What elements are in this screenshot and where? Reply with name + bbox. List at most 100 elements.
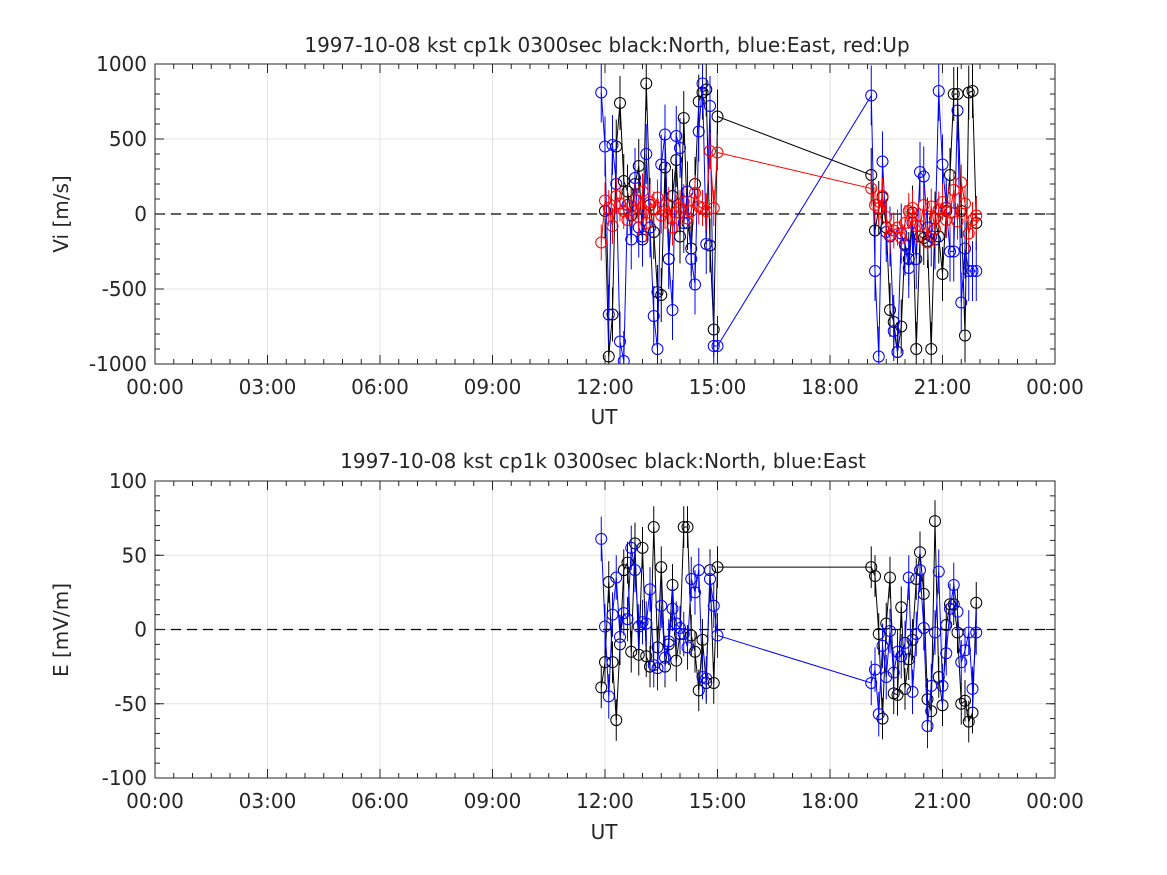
efield-x-tick-label: 06:00 (351, 789, 409, 813)
velocity-series-east-point (636, 230, 649, 243)
velocity-x-tick-label: 03:00 (239, 375, 297, 399)
efield-series-east-point (914, 564, 926, 577)
efield-series-east-point (944, 602, 956, 615)
velocity-series-up-point (932, 203, 945, 216)
velocity-x-tick-label: 09:00 (464, 375, 522, 399)
efield-series-east-point (610, 571, 623, 584)
velocity-series-up-point (681, 212, 694, 225)
velocity-series-up-point (880, 211, 893, 223)
velocity-series-up-point (599, 194, 611, 207)
velocity-x-tick-label: 00:00 (1026, 375, 1084, 399)
efield-series-east-point (651, 662, 664, 675)
efield-series-north-point (929, 515, 941, 528)
velocity-series-east-point (704, 100, 716, 112)
efield-series-east-point (970, 626, 983, 639)
efield-series-north-point (869, 570, 881, 583)
efield-series-east-point (921, 720, 934, 733)
efield-series-east-point (602, 690, 615, 703)
velocity-series-up-point (929, 223, 941, 235)
velocity-x-tick-label: 15:00 (689, 375, 747, 399)
velocity-series-east-point (670, 130, 683, 142)
efield-series-north-point (970, 596, 983, 609)
efield-series-east-point (662, 635, 675, 648)
velocity-series-east-point (872, 350, 885, 363)
velocity-series-up-point (689, 187, 701, 199)
velocity-series-east-point (932, 85, 945, 97)
velocity-x-tick-label: 06:00 (351, 375, 409, 399)
efield-series-east-point (640, 617, 653, 630)
velocity-series-east-point (891, 346, 904, 358)
velocity-series-up-point (921, 236, 934, 249)
velocity-series-north-point (632, 160, 645, 172)
velocity-series-up-point (925, 200, 938, 213)
efield-series-east-point (670, 617, 683, 630)
efield-series-north-point (655, 561, 668, 574)
efield-series-north-point (681, 521, 694, 534)
velocity-series-up-point (674, 202, 686, 214)
electric-field-panel: 1997-10-08 kst cp1k 0300sec black:North,… (49, 449, 1084, 844)
efield-series-east-point (891, 645, 904, 658)
efield-series-north-point (647, 521, 660, 534)
velocity-series-north-point (947, 88, 960, 100)
efield-y-tick-label: 0 (134, 618, 147, 642)
velocity-series-up-point (895, 232, 908, 244)
efield-series-east-point (966, 682, 979, 695)
velocity-series-east-point (865, 89, 878, 102)
efield-series-east-point (617, 607, 630, 620)
efield-series-east-point (707, 599, 720, 612)
velocity-series-east-point (707, 340, 720, 352)
velocity-series-up-point (944, 206, 956, 219)
velocity-series-east-point (944, 245, 956, 258)
efield-series-east-point (936, 679, 949, 692)
efield-series-east-point (929, 626, 941, 639)
velocity-series-up-point (891, 221, 904, 234)
velocity-series-up-point (651, 191, 664, 204)
efield-series-north-point (625, 645, 638, 658)
velocity-series-east-point (640, 148, 653, 160)
velocity-series-up-point (962, 227, 975, 240)
velocity-series-east-point (925, 230, 938, 243)
efield-series-east-point (681, 641, 694, 654)
velocity-series-up-point (936, 196, 949, 208)
velocity-series-up-point (606, 220, 619, 232)
efield-series-north-point (677, 521, 690, 534)
velocity-series-east-point (902, 262, 915, 274)
efield-series-east-point (689, 586, 701, 599)
velocity-series-north-point (640, 77, 653, 90)
velocity-series-east-point (625, 233, 638, 246)
efield-series-east-point (625, 541, 638, 554)
velocity-series-up-point (906, 202, 919, 214)
velocity-series-east-point (966, 265, 979, 277)
velocity-series-north-point (614, 97, 626, 109)
velocity-series-north-point (925, 343, 938, 355)
efield-series-east-point (940, 647, 953, 660)
efield-series-east-point (902, 571, 915, 584)
efield-series-north-point (876, 712, 889, 725)
velocity-series-up-point (884, 229, 896, 241)
velocity-series-east-point (689, 278, 701, 291)
efield-y-tick-label: 50 (122, 543, 147, 567)
velocity-series-north-point (651, 286, 664, 298)
efield-series-east-point (955, 656, 968, 669)
velocity-y-tick-label: 0 (134, 202, 147, 226)
velocity-series-east-point (700, 238, 713, 250)
velocity-series-up-point (666, 221, 679, 234)
efield-x-tick-label: 12:00 (576, 789, 634, 813)
velocity-series-up-point (625, 200, 638, 213)
velocity-series-east-point (644, 221, 656, 234)
velocity-x-tick-label: 12:00 (576, 375, 634, 399)
efield-series-east-point (869, 663, 881, 676)
efield-series-east-point (932, 565, 945, 578)
efield-series-north-point (880, 617, 893, 630)
efield-series-north-point (670, 654, 683, 667)
velocity-series-up-point (700, 205, 713, 217)
velocity-series-up-point (899, 217, 911, 229)
efield-series-east-point (951, 605, 964, 618)
velocity-series-east-point (914, 166, 926, 178)
efield-series-north-point (595, 681, 608, 694)
velocity-series-east-point (681, 185, 694, 198)
efield-series-east-point (899, 636, 911, 649)
efield-series-east-point (595, 532, 608, 545)
velocity-series-up-point (644, 196, 656, 208)
velocity-series-north-point (655, 289, 668, 301)
